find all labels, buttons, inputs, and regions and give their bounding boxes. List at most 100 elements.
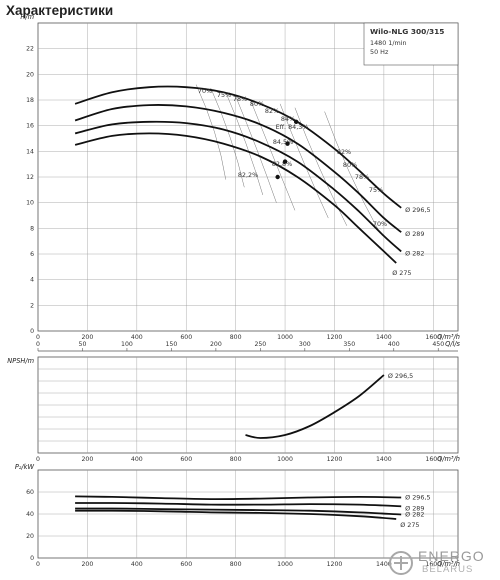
head-y-tick: 10 [26,200,34,207]
power-curve-label: Ø 275 [400,521,419,529]
efficiency-label: Eff. 84,3% [276,123,309,131]
npsh-panel: 0 200 400 600 800 1000 1200 1400 1600 NPSH/m Q/m³/… [7,356,460,463]
head-curve [74,120,402,253]
head-y-tick: 14 [26,148,34,155]
head-ls-tick: 350 [343,341,355,348]
head-curve-label: Ø 289 [405,230,424,238]
efficiency-label: 70% [373,220,387,228]
power-y-label: P₂/kW [15,463,35,471]
head-ls-tick: 250 [254,341,266,348]
head-y-tick: 12 [26,174,34,181]
info-box [363,22,459,66]
logo-line2: BELARUS [422,564,474,575]
head-y-tick: 0 [30,328,34,335]
head-curve-label: Ø 296,5 [405,206,430,214]
info-speed: 1480 1/min [370,39,407,47]
efficiency-label: 70% [198,87,212,95]
efficiency-label: 75% [217,91,231,99]
efficiency-isoline [210,88,245,188]
head-ls-tick: 300 [299,341,311,348]
power-curve [75,502,402,508]
power-y-tick: 40 [26,511,34,518]
head-curve [74,104,402,233]
head-y-label: H/m [20,13,34,21]
npsh-x-tick: 400 [131,456,143,463]
power-curve [75,509,397,520]
head-y-tick: 20 [26,71,34,78]
head-x-tick: 200 [82,334,94,341]
npsh-x-tick: 0 [36,456,40,463]
efficiency-label: 84% [281,115,295,123]
efficiency-isoline [225,92,264,196]
head-x2-label: Q/l/s [445,340,460,348]
head-x-tick: 1200 [327,334,343,341]
power-x-tick: 800 [230,561,242,568]
npsh-x-tick: 600 [180,456,192,463]
efficiency-label: 82% [265,107,279,115]
head-panel: 0 200 400 600 800 1000 1200 1400 160002468101214… [20,13,461,352]
power-y-tick: 0 [30,555,34,562]
efficiency-point [285,141,290,146]
page-title: Характеристики [6,3,114,18]
efficiency-point [275,174,280,180]
npsh-x-tick: 1400 [376,456,392,463]
head-y-tick: 4 [30,277,34,284]
power-x-tick: 200 [82,561,94,568]
info-freq: 50 Hz [370,48,389,56]
head-curve [74,85,402,209]
efficiency-isoline [195,84,227,180]
power-x-tick: 1600 [425,561,441,568]
power-curve-label: Ø 282 [405,511,424,519]
npsh-x-tick: 1600 [425,456,441,463]
head-y-tick: 6 [30,251,34,258]
power-x-tick: 400 [131,561,143,568]
power-x-tick: 1000 [277,561,293,568]
head-x-tick: 600 [180,334,192,341]
head-x-label: Q/m³/h [437,333,460,341]
npsh-x-tick: 200 [82,456,94,463]
energo-belarus-logo: ENERGO BELARUS [386,548,496,578]
efficiency-isoline [324,111,381,234]
head-ls-tick: 200 [210,341,222,348]
efficiency-label: 75% [369,186,383,194]
power-y-tick: 20 [26,533,34,540]
power-x-tick: 0 [36,561,40,568]
npsh-x-label: Q/m³/h [437,455,460,463]
efficiency-isoline [294,107,348,226]
power-panel: 0 200 400 600 800 1000 1200 1400 1600 0 20 40 60 P₂/k… [15,463,460,568]
power-curve [75,495,402,501]
head-ls-tick: 100 [121,341,133,348]
head-x-tick: 1400 [376,334,392,341]
head-y-tick: 22 [26,46,34,53]
power-x-label: Q/m³/h [437,560,460,568]
npsh-curve-label: Ø 296,5 [388,372,413,380]
npsh-x-tick: 800 [230,456,242,463]
power-curve-label: Ø 296,5 [405,494,430,502]
info-model: Wilo-NLG 300/315 [370,27,444,36]
power-curve [75,507,402,516]
efficiency-label: 82,2% [238,171,258,179]
npsh-x-tick: 1200 [327,456,343,463]
power-x-tick: 1200 [327,561,343,568]
power-x-tick: 600 [180,561,192,568]
head-y-tick: 8 [30,225,34,232]
efficiency-point [293,119,299,125]
power-y-tick: 60 [26,489,34,496]
efficiency-point [282,159,288,164]
head-ls-tick: 400 [388,341,400,348]
head-ls-tick: 50 [79,341,87,348]
efficiency-label: 78% [355,173,369,181]
efficiency-isoline [250,99,296,211]
efficiency-label: 82% [337,148,351,156]
logo-mark-icon [389,551,413,575]
efficiency-label: 82,8% [272,160,292,168]
head-x-tick: 1600 [425,334,441,341]
power-x-tick: 1400 [376,561,392,568]
head-ls-tick: 150 [166,341,178,348]
head-y-tick: 16 [26,123,34,130]
npsh-x-tick: 1000 [277,456,293,463]
head-y-tick: 18 [26,97,34,104]
npsh-curve [245,374,385,439]
head-x-tick: 800 [230,334,242,341]
